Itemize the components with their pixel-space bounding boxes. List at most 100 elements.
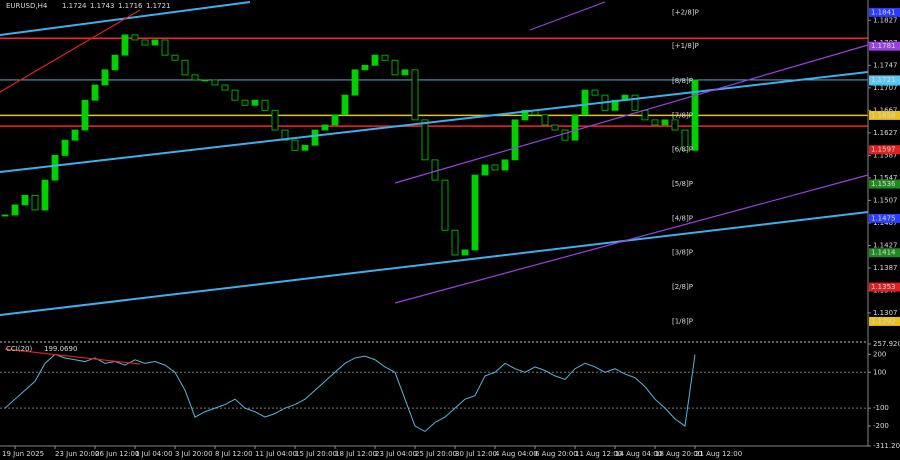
murrey-price-label: 1.1841 xyxy=(871,8,896,16)
y-tick-label: -100 xyxy=(873,404,889,412)
candle xyxy=(311,129,319,146)
candle xyxy=(541,114,549,126)
trend-line xyxy=(0,9,141,93)
x-tick-label: 4 Aug 04:00 xyxy=(495,450,538,458)
channel-line xyxy=(394,44,869,184)
x-tick-label: 23 Jun 20:00 xyxy=(55,450,99,458)
candle xyxy=(441,179,449,231)
y-tick-label: -311.204 xyxy=(873,442,900,450)
candle xyxy=(31,194,39,211)
murrey-price-box xyxy=(869,179,900,189)
murrey-price-box xyxy=(869,110,900,120)
murrey-price-label: 1.1781 xyxy=(871,42,896,50)
candle xyxy=(301,144,309,151)
candle xyxy=(331,114,339,126)
header-value: 1.1743 xyxy=(90,2,115,10)
y-tick-label: 257.9205 xyxy=(873,340,900,348)
y-tick-label: 1.1307 xyxy=(873,309,898,317)
candle xyxy=(491,164,499,171)
candle xyxy=(681,129,689,151)
candle xyxy=(241,99,249,106)
channel-line xyxy=(529,1,606,31)
candle xyxy=(501,159,509,171)
candle xyxy=(471,174,479,251)
candle xyxy=(171,54,179,61)
x-tick-label: 6 Aug 20:00 xyxy=(535,450,578,458)
x-tick-label: 14 Aug 04:00 xyxy=(615,450,662,458)
murrey-label: [6/8]P xyxy=(672,146,693,154)
murrey-price-box xyxy=(869,282,900,292)
candle xyxy=(201,79,209,82)
x-tick-label: 18 Jul 12:00 xyxy=(335,450,377,458)
x-tick-label: 23 Jul 04:00 xyxy=(375,450,417,458)
candle xyxy=(211,79,219,86)
candle xyxy=(191,74,199,81)
murrey-label: [5/8]P xyxy=(672,180,693,188)
murrey-price-label: 1.1475 xyxy=(871,214,896,222)
candle xyxy=(591,89,599,96)
murrey-label: [1/8]P xyxy=(672,317,693,325)
murrey-price-label: 1.1292 xyxy=(871,317,896,325)
y-tick-label: 1.1547 xyxy=(873,174,898,182)
candle xyxy=(91,84,99,101)
x-tick-label: 15 Jul 20:00 xyxy=(295,450,337,458)
candle xyxy=(661,119,669,126)
y-tick-label: 1.1827 xyxy=(873,16,898,24)
murrey-price-label: 1.1414 xyxy=(871,249,896,257)
candle xyxy=(61,139,69,156)
y-tick-label: 1.1747 xyxy=(873,61,898,69)
murrey-price-label: 1.1597 xyxy=(871,146,896,154)
candle xyxy=(71,129,79,141)
candle xyxy=(641,109,649,121)
candle xyxy=(231,89,239,101)
header-value: 1.1716 xyxy=(118,2,143,10)
last-price-box xyxy=(869,75,900,85)
candle xyxy=(581,89,589,116)
candle xyxy=(221,84,229,91)
candle xyxy=(481,164,489,176)
y-tick-label: 100 xyxy=(873,368,886,376)
x-tick-label: 26 Jun 12:00 xyxy=(95,450,139,458)
candle xyxy=(361,64,369,71)
candle xyxy=(51,154,59,181)
y-tick-label: 1.1667 xyxy=(873,106,898,114)
candle xyxy=(81,99,89,131)
candle xyxy=(551,124,559,131)
y-tick-label: 1.1627 xyxy=(873,129,898,137)
y-tick-label: 200 xyxy=(873,350,886,358)
candle xyxy=(651,119,659,126)
candle xyxy=(631,94,639,111)
x-tick-label: 19 Jun 2025 xyxy=(2,450,44,458)
x-tick-label: 21 Aug 12:00 xyxy=(695,450,742,458)
candle xyxy=(691,79,699,151)
candle xyxy=(141,39,149,46)
cci-trend-line xyxy=(4,348,141,365)
x-tick-label: 1 Jul 04:00 xyxy=(135,450,173,458)
indicator-value: 199.0690 xyxy=(44,345,77,353)
header-value: 1.1721 xyxy=(146,2,171,10)
candle xyxy=(571,114,579,141)
header-value: 1.1724 xyxy=(62,2,87,10)
candle xyxy=(101,69,109,86)
x-tick-label: 8 Jul 12:00 xyxy=(215,450,253,458)
y-tick-label: 1.1507 xyxy=(873,196,898,204)
x-tick-label: 11 Aug 12:00 xyxy=(575,450,622,458)
murrey-label: [+2/8]P xyxy=(672,8,699,16)
murrey-price-box xyxy=(869,145,900,155)
candle xyxy=(1,214,9,217)
candle xyxy=(461,249,469,256)
y-tick-label: 1.1467 xyxy=(873,219,898,227)
candle xyxy=(371,54,379,66)
candle xyxy=(431,159,439,181)
x-tick-label: 11 Jul 04:00 xyxy=(255,450,297,458)
candle xyxy=(411,69,419,121)
x-tick-label: 18 Aug 20:00 xyxy=(655,450,702,458)
levels-layer xyxy=(0,19,871,449)
candle xyxy=(41,179,49,211)
x-tick-label: 25 Jul 20:00 xyxy=(415,450,457,458)
candle xyxy=(151,39,159,46)
candle xyxy=(671,119,679,131)
